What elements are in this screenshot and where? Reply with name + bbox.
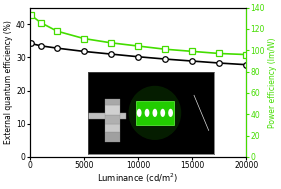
Y-axis label: External quantum efficiency (%): External quantum efficiency (%) — [4, 20, 13, 144]
X-axis label: Luminance (cd/m$^2$): Luminance (cd/m$^2$) — [98, 171, 179, 185]
Y-axis label: Power efficiency (lm/W): Power efficiency (lm/W) — [268, 37, 277, 128]
